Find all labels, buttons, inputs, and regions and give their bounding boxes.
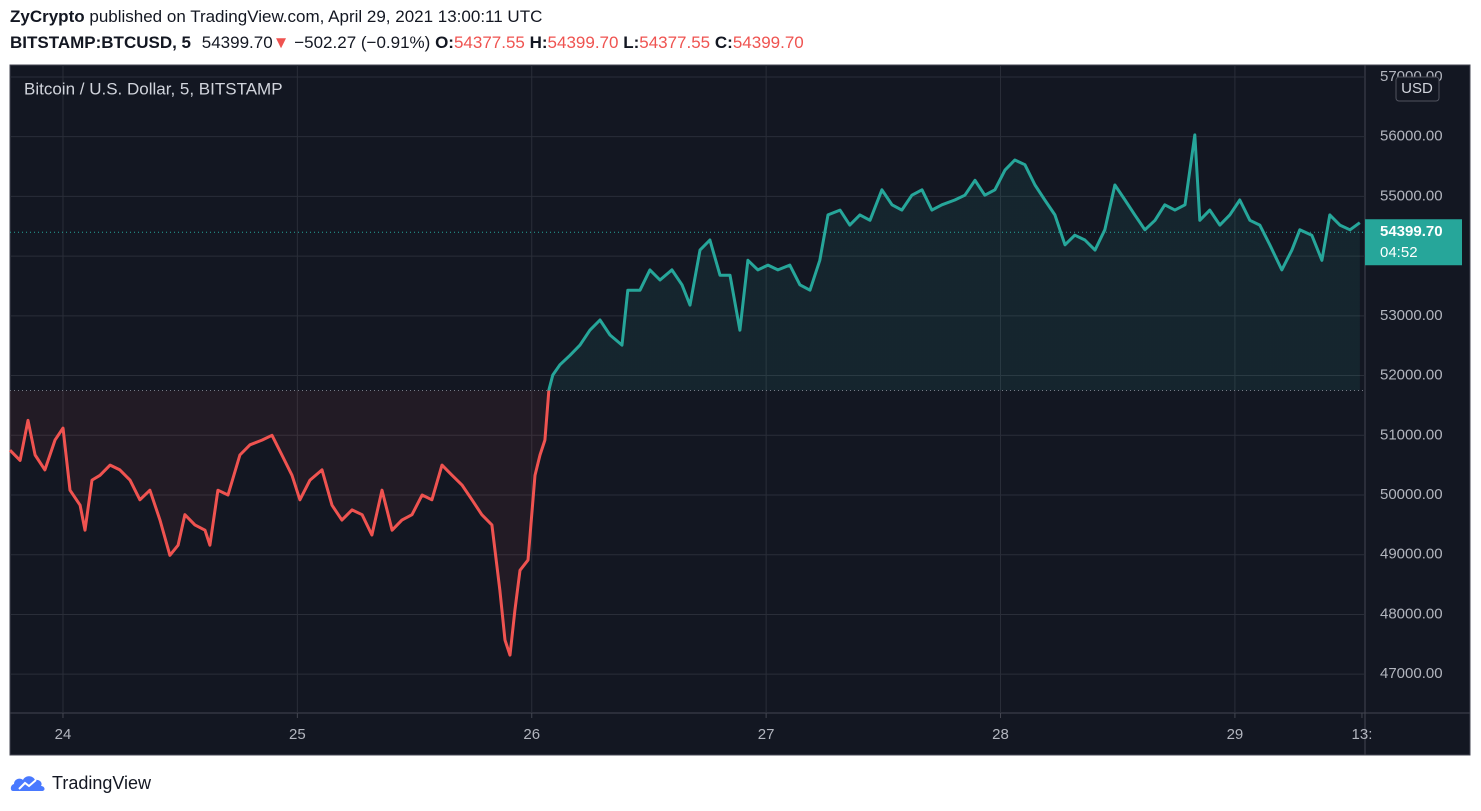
- footer: TradingView: [10, 770, 151, 796]
- y-tick-label: 55000.00: [1380, 187, 1443, 204]
- countdown: 04:52: [1380, 244, 1418, 261]
- close-label: C:: [714, 33, 733, 52]
- published: published on TradingView.com, April 29, …: [89, 7, 543, 26]
- y-tick-label: 48000.00: [1380, 605, 1443, 622]
- x-tick-label: 25: [289, 726, 306, 743]
- x-tick-label: 29: [1227, 726, 1244, 743]
- ohlc-line: BITSTAMP:BTCUSD, 5 54399.70▼ −502.27 (−0…: [10, 33, 804, 53]
- axes: 47000.00 48000.00 49000.00 50000.00 51000.00…: [55, 68, 1462, 743]
- publish-line: ZyCrypto published on TradingView.com, A…: [10, 7, 542, 27]
- low: 54377.55: [639, 33, 711, 52]
- plot: [8, 133, 1365, 657]
- open-label: O:: [435, 33, 454, 52]
- symbol: BITSTAMP:BTCUSD, 5: [10, 33, 192, 52]
- x-tick-label: 27: [758, 726, 775, 743]
- high-label: H:: [529, 33, 548, 52]
- y-tick-label: 52000.00: [1380, 367, 1443, 384]
- y-tick-label: 50000.00: [1380, 486, 1443, 503]
- open: 54377.55: [453, 33, 525, 52]
- author: ZyCrypto: [10, 7, 85, 26]
- currency-badge: [1395, 76, 1440, 102]
- baseline-area: [10, 134, 1360, 656]
- low-label: L:: [623, 33, 640, 52]
- y-tick-label: 56000.00: [1380, 128, 1443, 145]
- brand: TradingView: [52, 772, 152, 793]
- brand-logo: [10, 776, 45, 791]
- high: 54399.70: [547, 33, 619, 52]
- y-tick-label: 47000.00: [1380, 665, 1443, 682]
- chart: 47000.00 48000.00 49000.00 50000.00 51000.00…: [8, 64, 1471, 756]
- price-line: [8, 133, 1361, 657]
- x-tick-label: 26: [523, 726, 540, 743]
- currency: USD: [1401, 80, 1433, 97]
- price: 54399.70: [201, 33, 273, 52]
- x-tick-label: 28: [992, 726, 1009, 743]
- y-tick-label: 51000.00: [1380, 426, 1443, 443]
- x-tick-label: 13:: [1352, 726, 1373, 743]
- close: 54399.70: [732, 33, 804, 52]
- y-tick-label: 49000.00: [1380, 546, 1443, 563]
- last-price-label: 54399.70: [1380, 223, 1443, 240]
- arrow: ▼: [272, 33, 290, 52]
- x-tick-label: 24: [55, 726, 72, 743]
- y-tick-label: 53000.00: [1380, 307, 1443, 324]
- last-price-badge: [1365, 219, 1462, 266]
- chart-title: Bitcoin / U.S. Dollar, 5, BITSTAMP: [24, 79, 283, 98]
- change: −502.27 (−0.91%): [294, 33, 431, 52]
